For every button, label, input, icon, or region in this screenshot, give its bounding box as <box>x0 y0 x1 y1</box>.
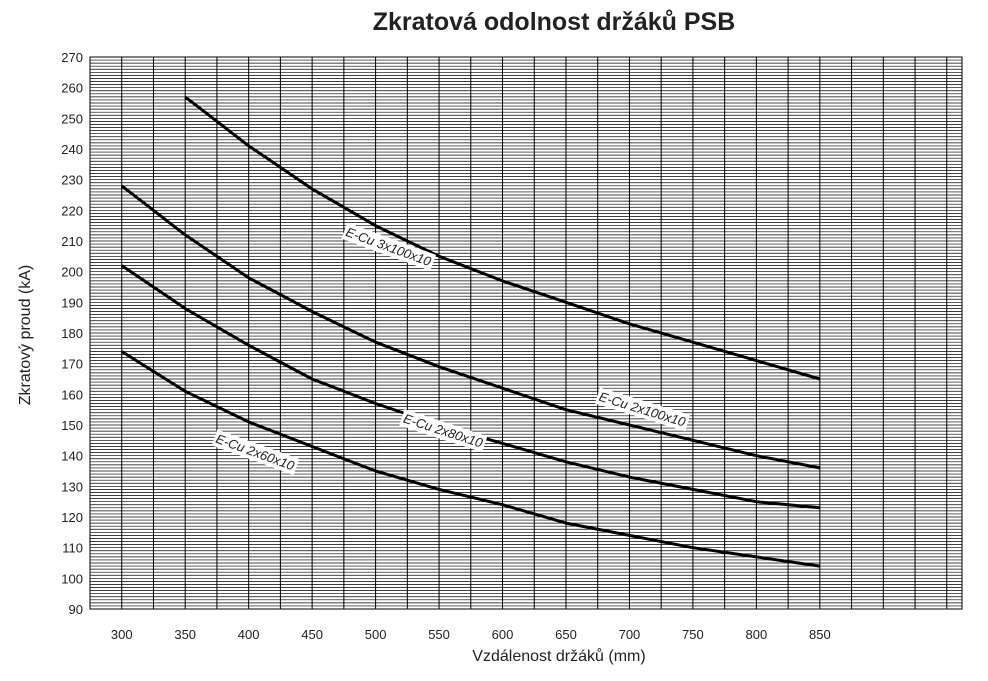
chart-title: Zkratová odolnost držáků PSB <box>372 8 736 36</box>
y-tick-label: 270 <box>61 50 83 65</box>
y-tick-label: 160 <box>61 387 83 402</box>
y-tick-label: 180 <box>61 326 83 341</box>
y-tick-label: 220 <box>61 203 83 218</box>
x-tick-label: 750 <box>682 627 704 642</box>
plot-frame <box>89 56 963 610</box>
x-tick-label: 650 <box>555 627 577 642</box>
y-tick-label: 170 <box>61 357 83 372</box>
series-label-bg <box>211 429 300 476</box>
tick-labels: 90 100 110 120 130 140 150 160 170 180 190 200 210 22… <box>61 50 830 642</box>
x-tick-label: 600 <box>492 627 514 642</box>
y-tick-label: 240 <box>61 142 83 157</box>
x-tick-label: 300 <box>111 627 133 642</box>
series-label-bg <box>594 387 691 432</box>
y-tick-label: 250 <box>61 111 83 126</box>
series-line <box>184 95 821 381</box>
y-tick-label: 260 <box>61 81 83 96</box>
series-line <box>120 184 821 470</box>
x-tick-label: 500 <box>365 627 387 642</box>
y-tick-label: 190 <box>61 295 83 310</box>
y-tick-label: 210 <box>61 234 83 249</box>
y-tick-label: 200 <box>61 265 83 280</box>
y-tick-label: 90 <box>69 602 83 617</box>
series-label-bg <box>399 409 488 453</box>
x-tick-label: 350 <box>174 627 196 642</box>
series-line <box>120 350 821 568</box>
y-tick-label: 130 <box>61 479 83 494</box>
x-tick-label: 700 <box>619 627 641 642</box>
x-tick-label: 850 <box>809 627 831 642</box>
grid <box>90 56 962 610</box>
x-tick-label: 400 <box>238 627 260 642</box>
y-tick-label: 150 <box>61 418 83 433</box>
x-tick-label: 450 <box>301 627 323 642</box>
y-tick-label: 140 <box>61 449 83 464</box>
x-tick-label: 550 <box>428 627 450 642</box>
x-axis-label: Vzdálenost držáků (mm) <box>472 648 646 665</box>
x-tick-label: 800 <box>746 627 768 642</box>
series-label: E-Cu 2x80x10 <box>402 411 486 451</box>
y-tick-label: 230 <box>61 173 83 188</box>
y-tick-label: 100 <box>61 571 83 586</box>
series-label-bg <box>341 222 437 271</box>
y-tick-label: 120 <box>61 510 83 525</box>
y-tick-label: 110 <box>62 541 83 556</box>
